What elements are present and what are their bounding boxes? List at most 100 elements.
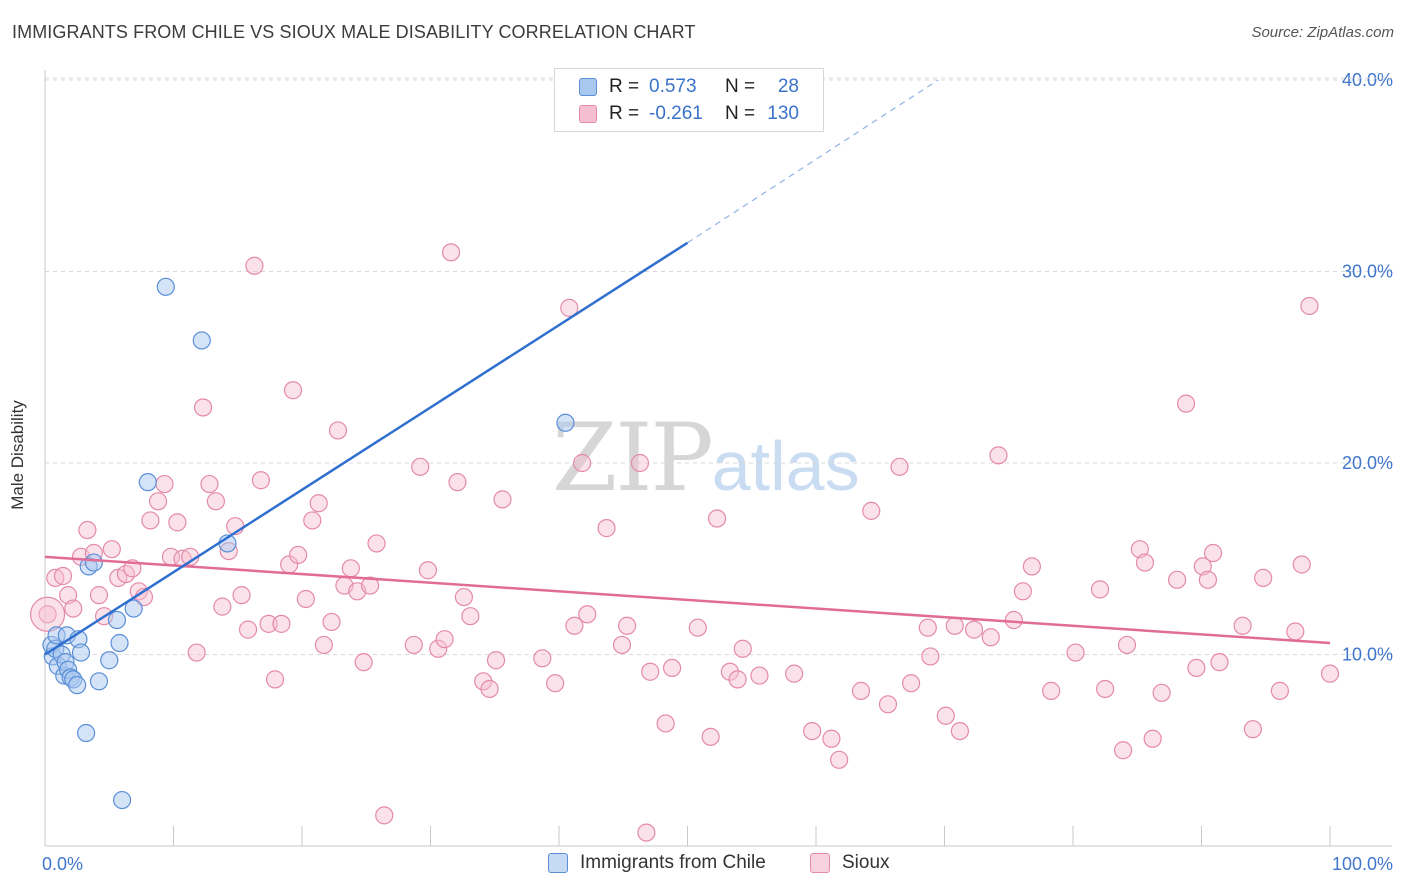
- sioux-point: [1300, 296, 1319, 316]
- sioux-trend-line: [44, 555, 1331, 645]
- sioux-point: [296, 589, 315, 609]
- sioux-point: [141, 511, 160, 530]
- sioux-point: [1042, 681, 1061, 700]
- sioux-point: [493, 490, 512, 509]
- sioux-point: [1004, 610, 1023, 630]
- sioux-point: [1090, 580, 1110, 599]
- sioux-point: [328, 421, 348, 440]
- sioux-point: [259, 614, 278, 633]
- watermark-atlas: atlas: [711, 427, 860, 505]
- sioux-point: [404, 635, 423, 655]
- sioux-point: [1270, 681, 1289, 700]
- chile-point: [556, 413, 575, 432]
- sioux-point: [688, 618, 707, 637]
- sioux-point: [155, 474, 174, 494]
- sioux-point: [1198, 570, 1218, 589]
- y-tick-label: 40.0%: [1342, 70, 1393, 90]
- sioux-point: [89, 586, 109, 605]
- chile-point: [71, 643, 91, 662]
- sioux-point: [964, 620, 984, 639]
- sioux-point: [102, 540, 121, 559]
- watermark: ZIPatlas: [552, 404, 860, 513]
- sioux-point: [38, 605, 57, 624]
- sioux-point: [429, 639, 448, 658]
- sioux-point: [193, 398, 213, 417]
- series-swatch-chile: [548, 853, 568, 873]
- chile-point: [110, 633, 129, 653]
- sioux-point: [238, 620, 258, 639]
- sioux-point: [750, 666, 769, 685]
- sioux-point: [486, 651, 506, 670]
- sioux-point: [361, 576, 380, 595]
- sioux-point: [656, 714, 675, 733]
- sioux-point: [785, 664, 804, 683]
- sioux-point: [830, 750, 849, 769]
- legend-n-label: N =: [725, 76, 756, 97]
- y-axis-label: Male Disability: [8, 400, 27, 510]
- legend-swatch-sioux: [579, 105, 597, 123]
- legend-n-value: 130: [767, 103, 799, 124]
- legend-n-label: N =: [725, 103, 756, 124]
- series-swatch-sioux: [810, 853, 830, 873]
- sioux-point: [573, 453, 592, 473]
- chile-trend-extension: [687, 79, 939, 244]
- sioux-point: [64, 599, 83, 618]
- sioux-point: [341, 559, 360, 578]
- sioux-point: [878, 695, 898, 714]
- y-tick-label: 30.0%: [1342, 262, 1393, 282]
- sioux-point: [1135, 553, 1155, 572]
- y-tick-label: 20.0%: [1342, 453, 1393, 473]
- sioux-point: [936, 706, 955, 725]
- sioux-point: [251, 471, 270, 490]
- sioux-point: [354, 653, 373, 672]
- sioux-point: [862, 501, 881, 520]
- sioux-point: [168, 513, 187, 532]
- sioux-point: [533, 649, 552, 668]
- sioux-point: [1152, 683, 1171, 702]
- sioux-point: [822, 729, 841, 748]
- sioux-point: [989, 446, 1008, 465]
- legend-r-label: R =: [609, 76, 640, 97]
- sioux-point: [1320, 664, 1340, 683]
- sioux-point: [29, 596, 66, 632]
- sioux-point: [641, 662, 660, 681]
- sioux-point: [921, 647, 940, 666]
- sioux-point: [918, 618, 937, 637]
- sioux-point: [890, 457, 909, 476]
- sioux-point: [630, 453, 650, 473]
- sioux-point: [1143, 729, 1162, 748]
- sioux-point: [637, 823, 656, 842]
- sioux-point: [662, 658, 682, 678]
- sioux-point: [272, 614, 291, 633]
- sioux-point: [1096, 679, 1115, 699]
- sioux-point: [707, 509, 727, 528]
- chile-point: [84, 553, 103, 572]
- sioux-point: [733, 639, 752, 658]
- sioux-point: [411, 457, 430, 476]
- series-legend-chile[interactable]: Immigrants from Chile: [548, 852, 766, 874]
- sioux-point: [1167, 570, 1187, 589]
- chile-trend-line: [44, 241, 689, 656]
- sioux-point: [441, 243, 461, 262]
- sioux-point: [981, 628, 1000, 647]
- sioux-point: [289, 545, 308, 565]
- sioux-point: [187, 643, 206, 662]
- sioux-point: [148, 492, 168, 511]
- sioux-point: [232, 586, 251, 605]
- sioux-point: [206, 492, 226, 511]
- series-legend-sioux[interactable]: Sioux: [810, 852, 890, 874]
- sioux-point: [78, 520, 97, 540]
- sioux-point: [1292, 555, 1311, 574]
- sioux-point: [1176, 394, 1196, 413]
- sioux-point: [461, 607, 480, 626]
- sioux-point: [560, 298, 579, 317]
- chile-point: [100, 651, 119, 670]
- legend-r-value: -0.261: [649, 103, 703, 124]
- legend-swatch-chile: [579, 78, 597, 96]
- sioux-point: [578, 605, 597, 624]
- sioux-point: [314, 635, 333, 655]
- sioux-point: [309, 494, 328, 513]
- sioux-point: [1243, 720, 1263, 739]
- sioux-point: [701, 727, 720, 746]
- series-legend: Immigrants from Chile Sioux: [0, 852, 1406, 878]
